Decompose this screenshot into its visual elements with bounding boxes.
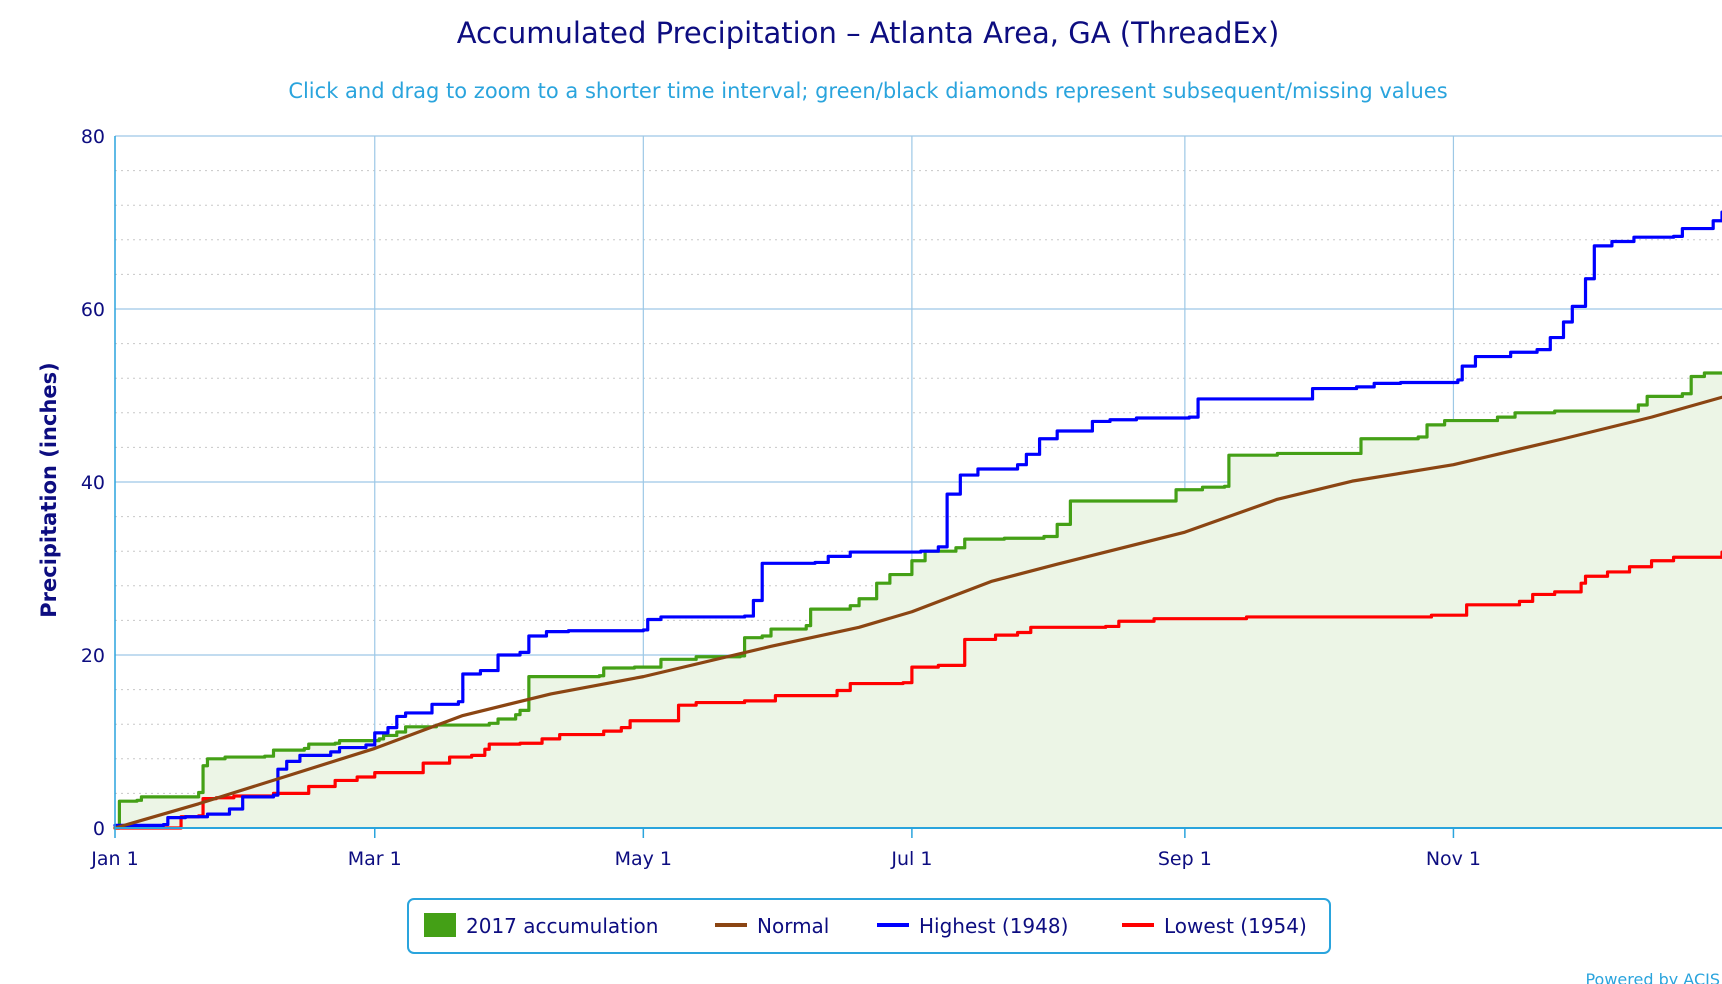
legend-box (407, 898, 1331, 954)
series-area-2017-accumulation (115, 373, 1722, 828)
credit-link[interactable]: Powered by ACIS (1585, 970, 1720, 984)
y-tick-label: 0 (93, 818, 105, 840)
x-tick-label: Sep 1 (1158, 848, 1212, 870)
legend-label-highest: Highest (1948) (919, 914, 1068, 938)
series-line-normal[interactable] (113, 395, 1722, 830)
y-tick-label: 60 (81, 299, 105, 321)
x-tick-label: Mar 1 (348, 848, 402, 870)
axes: 0 20 40 60 80 Jan 1 Mar 1 May 1 Jul 1 Sep 1 Nov 1 (81, 126, 1722, 870)
y-tick-label: 20 (81, 645, 105, 667)
legend-label-2017: 2017 accumulation (466, 914, 658, 938)
x-tick-label: Nov 1 (1426, 848, 1481, 870)
x-tick-label: Jul 1 (890, 848, 932, 870)
series-lines (113, 210, 1722, 830)
chart-title: Accumulated Precipitation – Atlanta Area… (457, 16, 1280, 50)
y-tick-label: 80 (81, 126, 105, 148)
plot-area (115, 373, 1722, 828)
x-tick-label: Jan 1 (90, 848, 138, 870)
legend-swatch-2017 (424, 913, 456, 937)
legend-label-lowest: Lowest (1954) (1164, 914, 1307, 938)
y-axis-label: Precipitation (inches) (37, 362, 61, 618)
series-line-lowest-1954[interactable] (113, 550, 1722, 830)
chart-subtitle: Click and drag to zoom to a shorter time… (288, 79, 1447, 103)
x-tick-label: May 1 (615, 848, 672, 870)
y-tick-label: 40 (81, 472, 105, 494)
legend-label-normal: Normal (757, 914, 829, 938)
series-line-highest-1948[interactable] (113, 210, 1722, 828)
legend: 2017 accumulation Normal Highest (1948) … (407, 898, 1331, 954)
series-line-2017-accumulation[interactable] (113, 371, 1722, 830)
